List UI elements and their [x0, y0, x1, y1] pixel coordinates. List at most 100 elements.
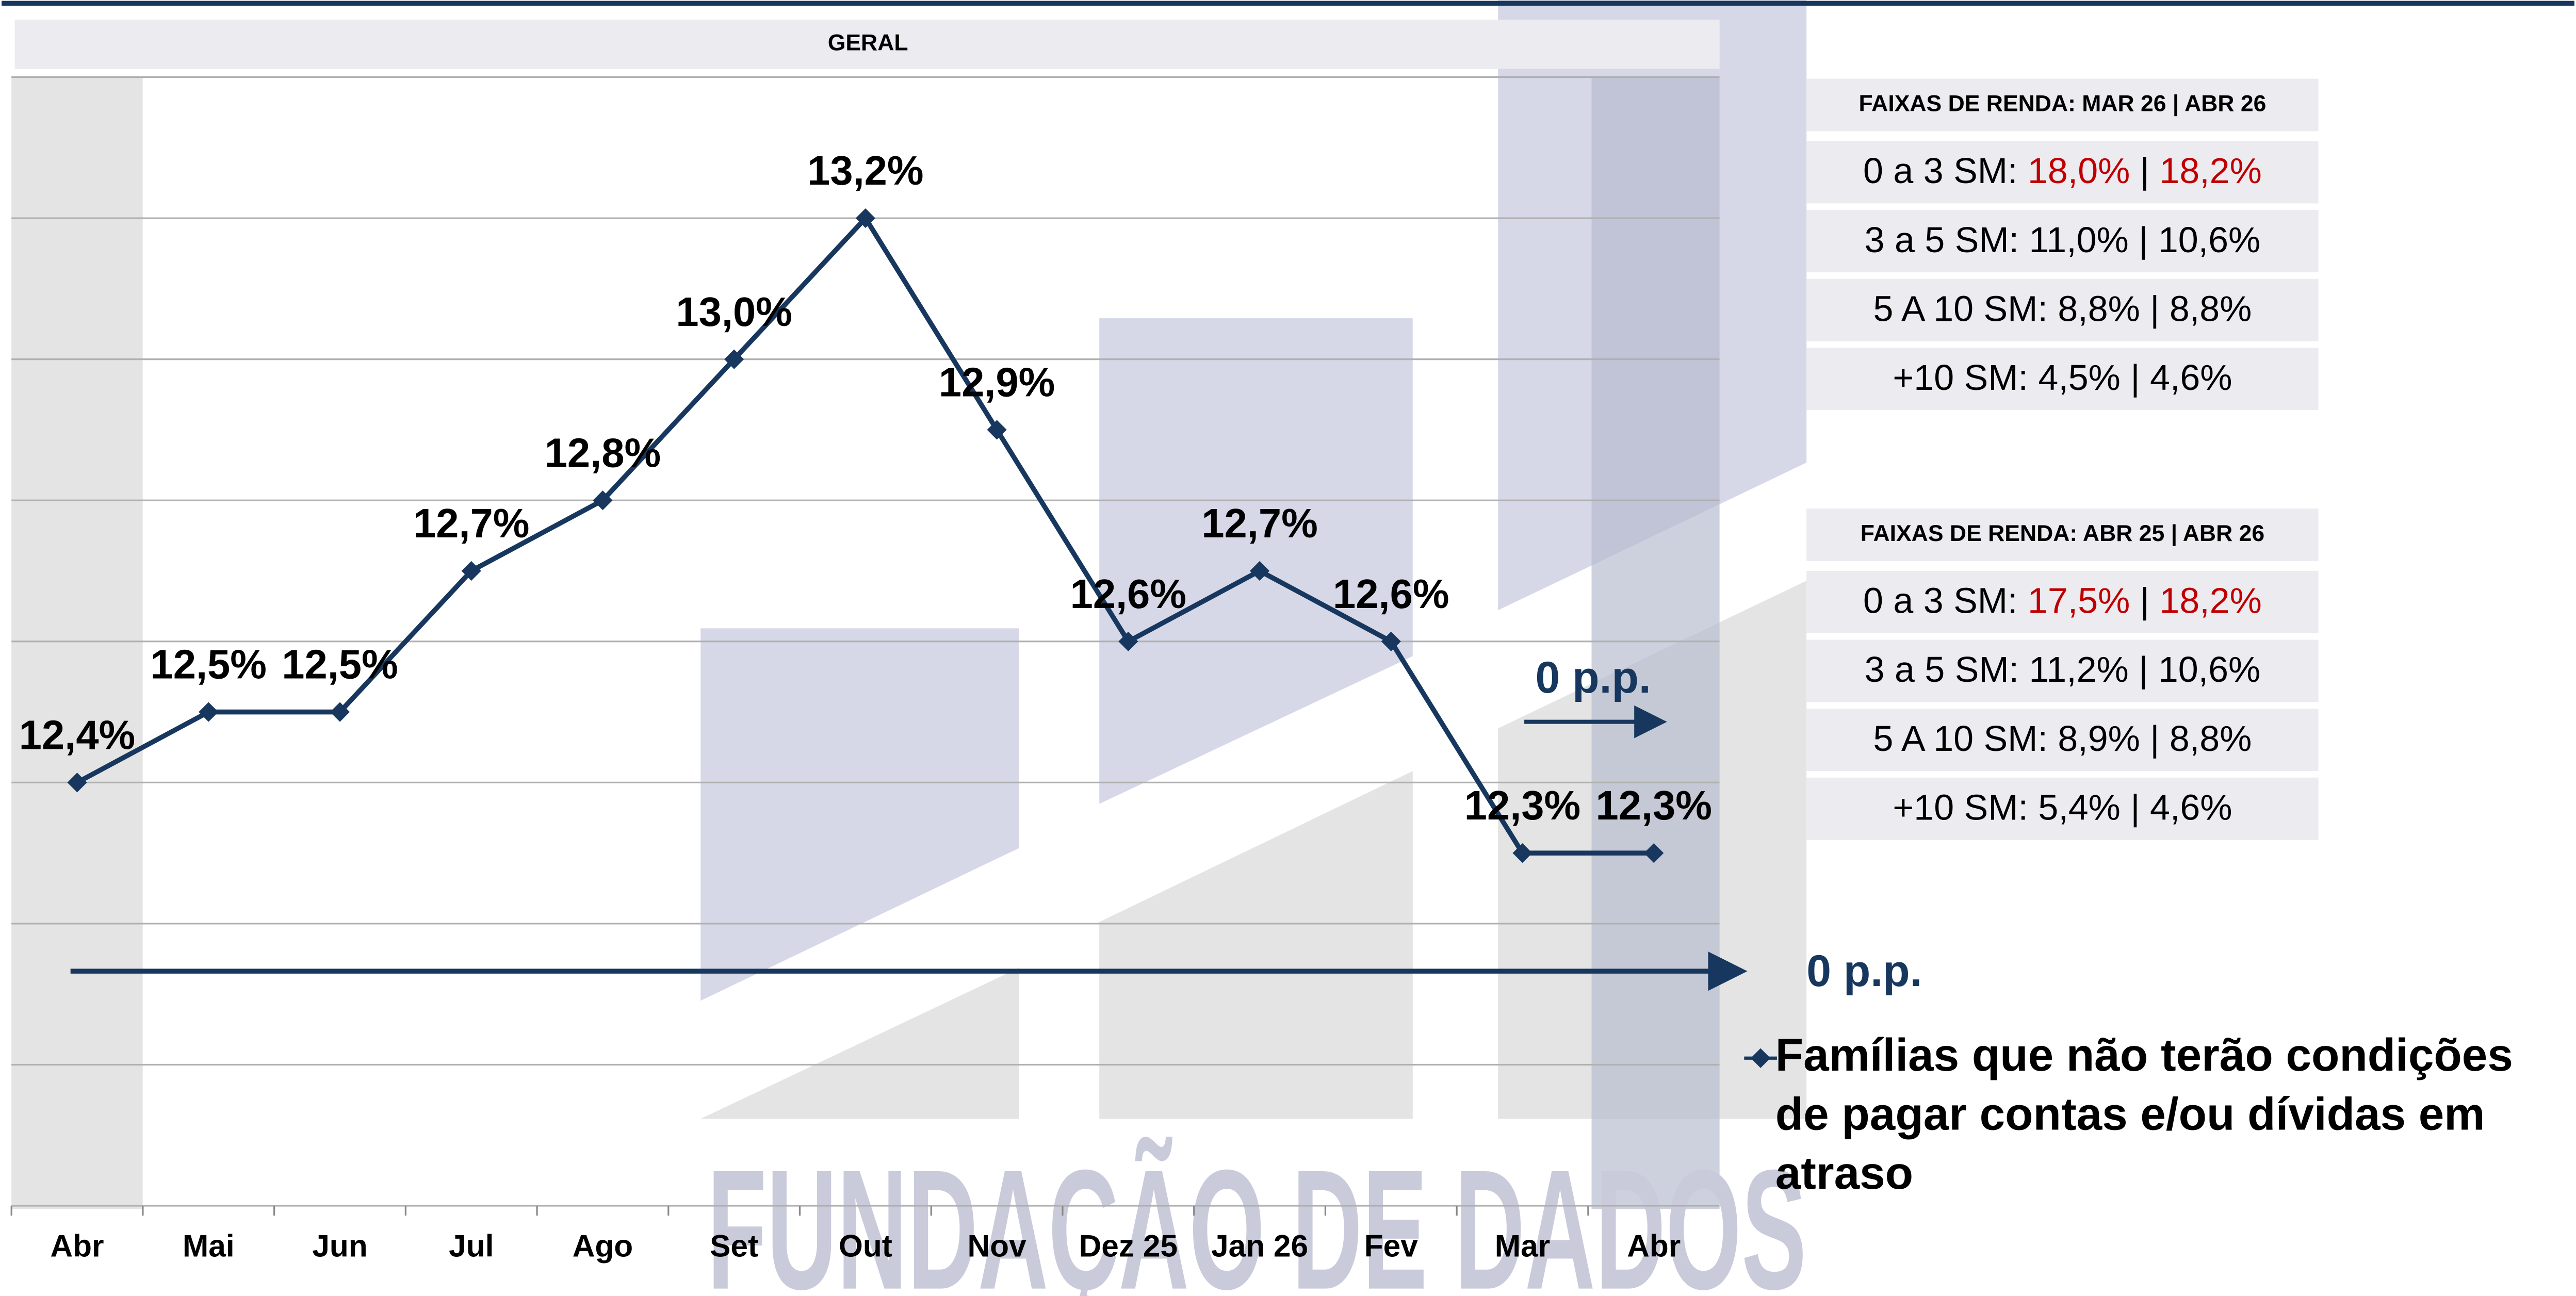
cell: 17,5%: [2028, 581, 2130, 621]
point: [855, 208, 875, 228]
x-tick-label: Out: [839, 1228, 892, 1264]
x-tick-label: Mai: [183, 1228, 235, 1264]
x-tick-label: Dez 25: [1079, 1228, 1178, 1264]
cell: |: [2121, 788, 2150, 828]
table-row-bg: [1806, 141, 2319, 204]
cell: 18,2%: [2159, 581, 2261, 621]
cell: [2019, 220, 2029, 260]
cell: [2018, 151, 2028, 191]
cell: |: [2129, 650, 2158, 690]
cell: 10,6%: [2158, 650, 2260, 690]
table-row-bg: [1806, 348, 2319, 411]
table-row-bg: [1806, 278, 2319, 341]
cell: [2028, 788, 2038, 828]
cell: 5 A 10 SM:: [1873, 289, 2047, 329]
cell: +10 SM:: [1893, 788, 2028, 828]
cell: 5 A 10 SM:: [1873, 718, 2047, 759]
cell: 0 a 3 SM:: [1863, 151, 2017, 191]
data-label: 12,9%: [939, 359, 1055, 405]
point: [987, 420, 1007, 440]
data-label: 12,3%: [1464, 782, 1580, 828]
data-label: 12,7%: [413, 500, 529, 546]
chart-title: GERAL: [828, 30, 908, 56]
table-row-bg: [1806, 709, 2319, 772]
cell: |: [2129, 220, 2158, 260]
data-label: 12,8%: [545, 430, 661, 475]
data-label: 12,3%: [1596, 782, 1712, 828]
cell: 11,2%: [2029, 650, 2129, 690]
cell: 8,8%: [2058, 289, 2140, 329]
x-tick-label: Jun: [312, 1228, 367, 1264]
cell: 3 a 5 SM:: [1865, 650, 2019, 690]
cell: 4,6%: [2150, 357, 2232, 398]
cell: [2019, 650, 2029, 690]
x-tick-label: Fev: [1364, 1228, 1419, 1264]
x-tick-label: Abr: [51, 1228, 104, 1264]
cell: 5,4%: [2038, 788, 2120, 828]
table-row: 5 A 10 SM: 8,9% | 8,8%: [1873, 718, 2252, 759]
cell: 8,8%: [2170, 289, 2252, 329]
data-label: 12,4%: [19, 712, 135, 758]
x-tick-label: Set: [710, 1228, 758, 1264]
cell: [2018, 581, 2028, 621]
x-tick-label: Abr: [1627, 1228, 1681, 1264]
table-title: FAIXAS DE RENDA: ABR 25 | ABR 26: [1861, 521, 2264, 547]
annotation: 0 p.p.: [1806, 946, 1922, 996]
cell: 8,9%: [2058, 718, 2140, 759]
point: [1644, 843, 1664, 863]
data-label: 12,7%: [1201, 500, 1317, 546]
table-row: 5 A 10 SM: 8,8% | 8,8%: [1873, 289, 2252, 329]
cell: 4,6%: [2150, 788, 2232, 828]
data-label: 12,6%: [1070, 571, 1186, 617]
x-tick-label: Jul: [449, 1228, 494, 1264]
table-row-bg: [1806, 570, 2319, 633]
annotation: 0 p.p.: [1536, 653, 1651, 702]
table-row-bg: [1806, 639, 2319, 702]
legend-label: Famílias que não terão condições de pagar…: [1775, 1028, 2513, 1198]
x-tick-label: Ago: [573, 1228, 633, 1264]
background-logo: [11, 0, 1807, 1209]
cell: 11,0%: [2029, 220, 2129, 260]
x-tick-label: Jan 26: [1211, 1228, 1308, 1264]
point: [1118, 631, 1138, 651]
table-header-bg: [1806, 78, 2319, 132]
cell: [2028, 357, 2038, 398]
point: [199, 702, 219, 722]
table-row: 3 a 5 SM: 11,2% | 10,6%: [1865, 650, 2261, 690]
cell: [2048, 289, 2058, 329]
table-row-bg: [1806, 210, 2319, 273]
point: [724, 349, 744, 369]
table-row: 0 a 3 SM: 18,0% | 18,2%: [1863, 151, 2262, 191]
cell: |: [2121, 357, 2150, 398]
x-tick-label: Nov: [968, 1228, 1027, 1264]
cell: +10 SM:: [1893, 357, 2028, 398]
cell: |: [2140, 718, 2170, 759]
table-header-bg: [1806, 508, 2319, 561]
point: [67, 773, 87, 793]
data-label: 12,5%: [151, 642, 267, 687]
x-tick-label: Mar: [1495, 1228, 1550, 1264]
table-row-bg: [1806, 777, 2319, 840]
data-label: 12,5%: [282, 642, 398, 687]
cell: 10,6%: [2158, 220, 2260, 260]
watermark: FUNDAÇÃO DE DADOS: [707, 1135, 1806, 1296]
cell: [2048, 718, 2058, 759]
cell: |: [2130, 151, 2159, 191]
table-row: +10 SM: 5,4% | 4,6%: [1893, 788, 2232, 828]
cell: |: [2130, 581, 2159, 621]
cell: 0 a 3 SM:: [1863, 581, 2017, 621]
header-bar: [14, 20, 1720, 69]
table-title: FAIXAS DE RENDA: MAR 26 | ABR 26: [1858, 91, 2266, 117]
table-row: 0 a 3 SM: 17,5% | 18,2%: [1863, 581, 2262, 621]
cell: 18,0%: [2028, 151, 2130, 191]
data-label: 12,6%: [1333, 571, 1449, 617]
cell: 4,5%: [2038, 357, 2120, 398]
point: [461, 561, 481, 581]
cell: 18,2%: [2159, 151, 2261, 191]
cell: 8,8%: [2170, 718, 2252, 759]
plot: Abr Mai Jun Jul Ago Set Out Nov Dez 25 Jan 26 Fev M…: [10, 76, 1720, 1264]
table-row: +10 SM: 4,5% | 4,6%: [1893, 357, 2232, 398]
cell: 3 a 5 SM:: [1865, 220, 2019, 260]
